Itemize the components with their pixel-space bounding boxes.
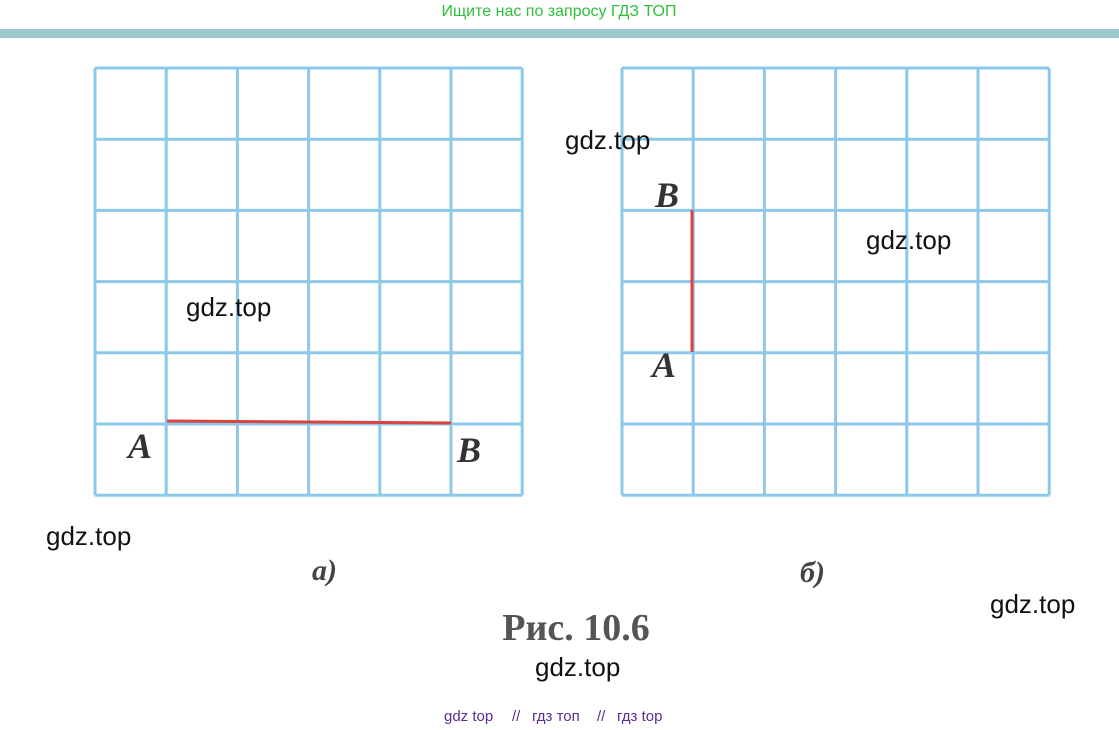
footer-separator: // xyxy=(597,708,606,725)
figure-caption: Рис. 10.6 xyxy=(502,607,649,649)
subfigure-caption: б) xyxy=(800,556,825,589)
point-label: B xyxy=(654,175,679,215)
grids xyxy=(93,66,1051,497)
footer-link[interactable]: гдз топ xyxy=(532,708,580,725)
segment-ab xyxy=(166,419,452,425)
header-band xyxy=(0,29,1119,38)
watermark: gdz.top xyxy=(565,125,650,155)
header-text: Ищите нас по запросу ГДЗ ТОП xyxy=(442,3,677,20)
point-label: A xyxy=(126,426,152,466)
point-label: A xyxy=(650,345,676,385)
watermark: gdz.top xyxy=(46,521,131,551)
watermark: gdz.top xyxy=(866,225,951,255)
footer-link[interactable]: gdz top xyxy=(444,708,493,725)
watermark: gdz.top xyxy=(990,589,1075,619)
subfigure-caption: а) xyxy=(312,554,337,587)
watermark: gdz.top xyxy=(186,292,271,322)
point-label: B xyxy=(456,430,481,470)
watermark: gdz.top xyxy=(535,652,620,682)
footer-link[interactable]: гдз top xyxy=(617,708,662,725)
footer-separator: // xyxy=(512,708,521,725)
